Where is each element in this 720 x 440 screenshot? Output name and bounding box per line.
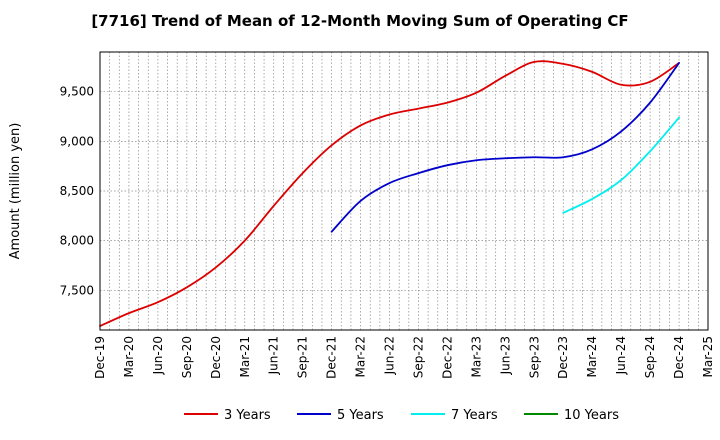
x-tick-label: Jun-20	[151, 336, 165, 375]
series-line-5-years	[330, 62, 680, 233]
y-tick-label: 9,000	[60, 134, 94, 148]
x-tick-label: Dec-19	[93, 336, 107, 379]
x-tick-label: Jun-22	[383, 336, 397, 375]
x-tick-label: Sep-24	[643, 336, 657, 378]
legend-label-3-years: 3 Years	[224, 408, 271, 423]
series-layer	[99, 60, 680, 327]
x-tick-label: Jun-21	[267, 336, 281, 375]
x-tick-label: Sep-23	[527, 336, 541, 378]
y-tick-label: 9,500	[60, 85, 94, 99]
x-tick-label: Sep-21	[296, 336, 310, 378]
y-tick-label: 7,500	[60, 283, 94, 297]
x-tick-label: Mar-25	[701, 336, 715, 377]
x-tick-label: Jun-24	[614, 336, 628, 375]
plot-frame	[99, 51, 709, 331]
grid-layer	[100, 52, 708, 330]
x-tick-label: Dec-24	[672, 336, 686, 379]
legend-label-5-years: 5 Years	[337, 408, 384, 423]
x-tick-label: Dec-22	[440, 336, 454, 379]
x-tick-label: Mar-21	[238, 336, 252, 377]
y-tick-label: 8,000	[60, 234, 94, 248]
x-tick-label: Mar-22	[354, 336, 368, 377]
x-tick-label: Mar-23	[469, 336, 483, 377]
x-tick-label: Dec-23	[556, 336, 570, 379]
x-tick-label: Mar-24	[585, 336, 599, 377]
series-line-7-years	[562, 116, 680, 214]
y-tick-label: 8,500	[60, 184, 94, 198]
y-tick-labels: 7,500 8,000 8,500 9,000 9,500	[60, 85, 94, 298]
x-tick-label: Jun-23	[498, 336, 512, 375]
x-tick-label: Mar-20	[122, 336, 136, 377]
x-tick-label: Dec-21	[325, 336, 339, 379]
legend-label-10-years: 10 Years	[564, 408, 619, 423]
x-tick-label: Sep-22	[411, 336, 425, 378]
legend: 3 Years 5 Years 7 Years 10 Years	[184, 408, 619, 423]
chart-title: [7716] Trend of Mean of 12-Month Moving …	[91, 12, 629, 30]
x-tick-label: Sep-20	[180, 336, 194, 378]
legend-label-7-years: 7 Years	[451, 408, 498, 423]
x-tick-labels: Dec-19 Mar-20 Jun-20 Sep-20 Dec-20 Mar-21 Jun-…	[93, 336, 715, 379]
series-line-3-years	[99, 60, 680, 327]
y-axis-title: Amount (million yen)	[8, 123, 23, 260]
x-tick-label: Dec-20	[209, 336, 223, 379]
